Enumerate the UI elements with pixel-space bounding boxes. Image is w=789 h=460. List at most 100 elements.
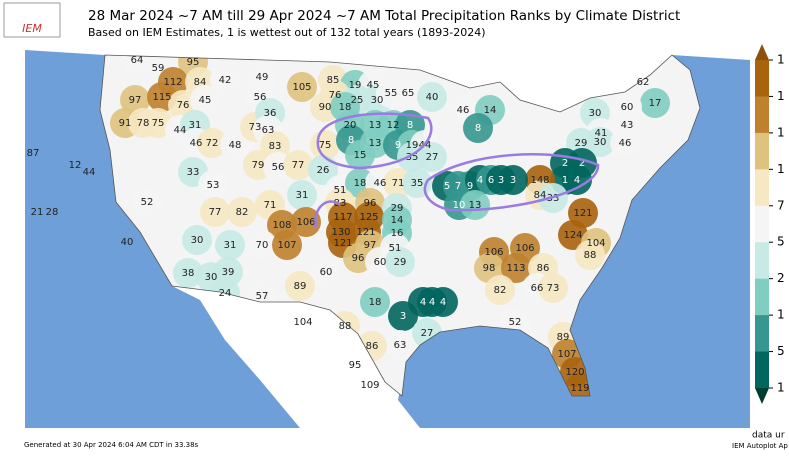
rank-label: 90 bbox=[319, 102, 332, 113]
colorbar-segment bbox=[755, 242, 769, 280]
rank-label: 53 bbox=[207, 180, 220, 191]
rank-label: 30 bbox=[205, 272, 218, 283]
rank-label: 21 bbox=[31, 207, 44, 218]
canada bbox=[25, 43, 750, 112]
rank-label: 77 bbox=[209, 207, 222, 218]
rank-label: 65 bbox=[402, 88, 415, 99]
rank-label: 89 bbox=[557, 332, 570, 343]
rank-label: 38 bbox=[182, 268, 195, 279]
rank-label: 106 bbox=[515, 243, 534, 254]
rank-label: 2 bbox=[579, 158, 585, 169]
rank-label: 107 bbox=[557, 349, 576, 360]
rank-label: 44 bbox=[174, 125, 187, 136]
colorbar-segment bbox=[755, 351, 769, 389]
district-cell bbox=[360, 287, 390, 317]
rank-label: 84 bbox=[534, 190, 547, 201]
district-cell bbox=[120, 85, 150, 115]
district-cell bbox=[498, 165, 528, 195]
rank-label: 73 bbox=[249, 122, 262, 133]
rank-label: 66 bbox=[531, 283, 544, 294]
district-cell bbox=[247, 230, 277, 260]
rank-label: 4 bbox=[574, 175, 580, 186]
rank-label: 15 bbox=[354, 150, 367, 161]
rank-label: 60 bbox=[621, 102, 634, 113]
rank-label: 10 bbox=[453, 200, 466, 211]
district-cell bbox=[417, 142, 447, 172]
district-cell bbox=[200, 197, 230, 227]
rank-label: 46 bbox=[190, 138, 203, 149]
rank-label: 46 bbox=[457, 105, 470, 116]
rank-label: 98 bbox=[483, 263, 496, 274]
rank-label: 86 bbox=[537, 263, 550, 274]
rank-label: 121 bbox=[333, 238, 352, 249]
colorbar-segment bbox=[755, 205, 769, 243]
colorbar-label: 7 bbox=[777, 198, 785, 212]
colorbar-label: 1 bbox=[777, 162, 785, 176]
district-cell bbox=[568, 198, 598, 228]
district-cell bbox=[173, 258, 203, 288]
rank-label: 30 bbox=[371, 95, 384, 106]
rank-label: 33 bbox=[187, 167, 200, 178]
rank-label: 18 bbox=[369, 297, 382, 308]
rank-label: 104 bbox=[586, 238, 605, 249]
district-cell bbox=[287, 180, 317, 210]
rank-label: 113 bbox=[506, 263, 525, 274]
rank-label: 87 bbox=[27, 148, 40, 159]
rank-label: 31 bbox=[224, 240, 237, 251]
rank-label: 5 bbox=[444, 181, 450, 192]
rank-label: 76 bbox=[329, 90, 342, 101]
rank-label: 16 bbox=[391, 228, 404, 239]
district-cell bbox=[190, 85, 220, 115]
rank-label: 13 bbox=[369, 138, 382, 149]
rank-label: 72 bbox=[206, 138, 219, 149]
rank-label: 64 bbox=[131, 55, 144, 66]
rank-label: 29 bbox=[391, 203, 404, 214]
rank-label: 6 bbox=[488, 175, 494, 186]
rank-label: 4 bbox=[420, 297, 426, 308]
colorbar: 1 1 1 1 7 5 2 1 5 1 bbox=[755, 44, 785, 404]
rank-label: 27 bbox=[421, 328, 434, 339]
rank-label: 60 bbox=[320, 267, 333, 278]
colorbar-segment bbox=[755, 60, 769, 97]
rank-label: 55 bbox=[385, 88, 398, 99]
colorbar-end bbox=[755, 388, 769, 404]
rank-label: 3 bbox=[510, 175, 516, 186]
district-cell bbox=[285, 271, 315, 301]
rank-label: 105 bbox=[292, 82, 311, 93]
highlight-outline bbox=[316, 112, 433, 170]
colorbar-segment bbox=[755, 132, 769, 170]
colorbar-end bbox=[755, 44, 769, 60]
district-cell bbox=[197, 128, 227, 158]
rank-label: 120 bbox=[565, 367, 584, 378]
district-cell bbox=[428, 287, 458, 317]
district-cell bbox=[182, 225, 212, 255]
rank-label: 30 bbox=[594, 137, 607, 148]
rank-label: 25 bbox=[351, 95, 364, 106]
rank-label: 84 bbox=[194, 77, 207, 88]
rank-label: 20 bbox=[344, 120, 357, 131]
rank-label: 95 bbox=[349, 360, 362, 371]
rank-label: 71 bbox=[392, 178, 405, 189]
rank-label: 112 bbox=[163, 77, 182, 88]
colorbar-label: 1 bbox=[777, 89, 785, 103]
rank-label: 41 bbox=[595, 128, 608, 139]
district-cell bbox=[485, 275, 515, 305]
district-cell bbox=[291, 207, 321, 237]
rank-label: 125 bbox=[359, 212, 378, 223]
rank-label: 115 bbox=[152, 92, 171, 103]
rank-label: 95 bbox=[187, 57, 200, 68]
district-cell bbox=[393, 78, 423, 108]
rank-label: 40 bbox=[426, 92, 439, 103]
rank-label: 71 bbox=[264, 200, 277, 211]
rank-label: 82 bbox=[494, 285, 507, 296]
district-cell bbox=[345, 140, 375, 170]
rank-label: 104 bbox=[293, 317, 312, 328]
rank-label: 106 bbox=[484, 247, 503, 258]
highlight-outline bbox=[423, 153, 600, 212]
district-cell bbox=[308, 155, 338, 185]
rank-label: 78 bbox=[137, 118, 150, 129]
rank-label: 8 bbox=[407, 120, 413, 131]
rank-label: 148 bbox=[530, 175, 549, 186]
rank-label: 42 bbox=[219, 75, 232, 86]
